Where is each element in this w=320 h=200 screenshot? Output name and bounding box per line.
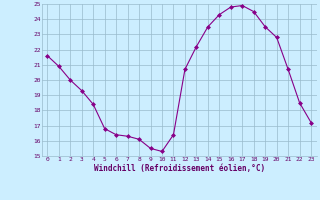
X-axis label: Windchill (Refroidissement éolien,°C): Windchill (Refroidissement éolien,°C) [94, 164, 265, 173]
